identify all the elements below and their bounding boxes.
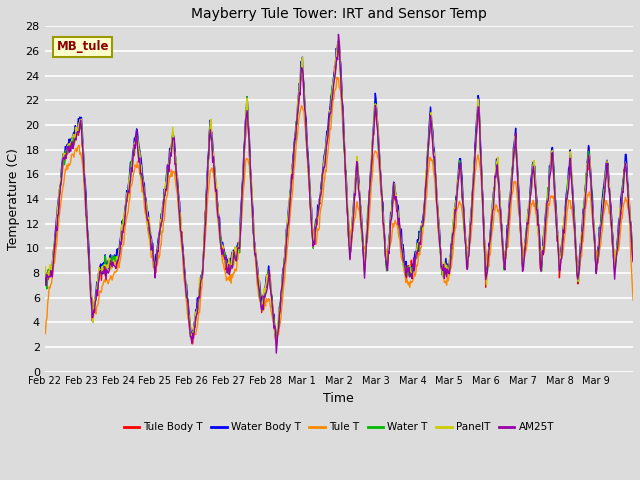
X-axis label: Time: Time: [323, 392, 354, 405]
Text: MB_tule: MB_tule: [56, 40, 109, 53]
Legend: Tule Body T, Water Body T, Tule T, Water T, PanelT, AM25T: Tule Body T, Water Body T, Tule T, Water…: [120, 418, 558, 436]
Y-axis label: Temperature (C): Temperature (C): [7, 148, 20, 250]
Title: Mayberry Tule Tower: IRT and Sensor Temp: Mayberry Tule Tower: IRT and Sensor Temp: [191, 7, 487, 21]
